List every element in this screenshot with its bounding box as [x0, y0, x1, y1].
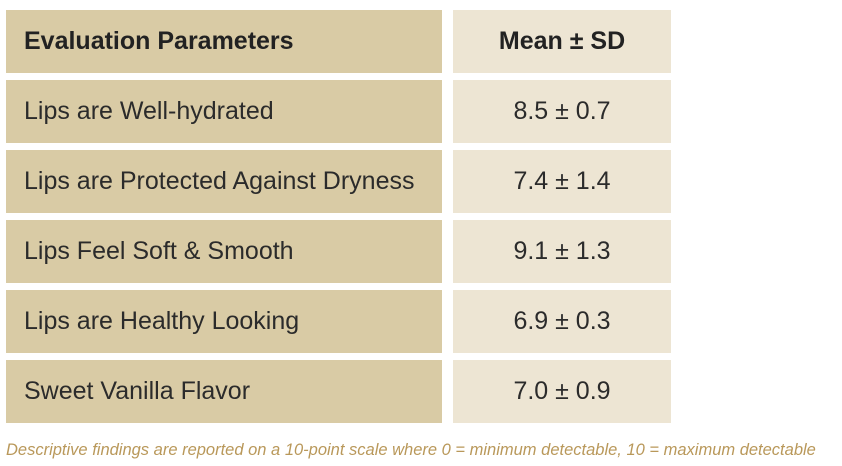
parameter-cell: Lips are Well-hydrated: [6, 80, 442, 143]
evaluation-table: Evaluation Parameters Mean ± SD Lips are…: [6, 10, 671, 423]
column-header-mean-sd: Mean ± SD: [453, 10, 671, 73]
parameter-cell: Lips are Healthy Looking: [6, 290, 442, 353]
table-header-row: Evaluation Parameters Mean ± SD: [6, 10, 671, 73]
column-header-parameters: Evaluation Parameters: [6, 10, 442, 73]
mean-sd-cell: 7.4 ± 1.4: [453, 150, 671, 213]
parameter-cell: Lips are Protected Against Dryness: [6, 150, 442, 213]
mean-sd-cell: 8.5 ± 0.7: [453, 80, 671, 143]
parameter-cell: Sweet Vanilla Flavor: [6, 360, 442, 423]
table-row: Lips are Well-hydrated 8.5 ± 0.7: [6, 80, 671, 143]
table-row: Lips Feel Soft & Smooth 9.1 ± 1.3: [6, 220, 671, 283]
mean-sd-cell: 6.9 ± 0.3: [453, 290, 671, 353]
mean-sd-cell: 7.0 ± 0.9: [453, 360, 671, 423]
scale-footnote: Descriptive findings are reported on a 1…: [6, 441, 816, 459]
table-row: Lips are Protected Against Dryness 7.4 ±…: [6, 150, 671, 213]
table-row: Lips are Healthy Looking 6.9 ± 0.3: [6, 290, 671, 353]
table-row: Sweet Vanilla Flavor 7.0 ± 0.9: [6, 360, 671, 423]
parameter-cell: Lips Feel Soft & Smooth: [6, 220, 442, 283]
mean-sd-cell: 9.1 ± 1.3: [453, 220, 671, 283]
